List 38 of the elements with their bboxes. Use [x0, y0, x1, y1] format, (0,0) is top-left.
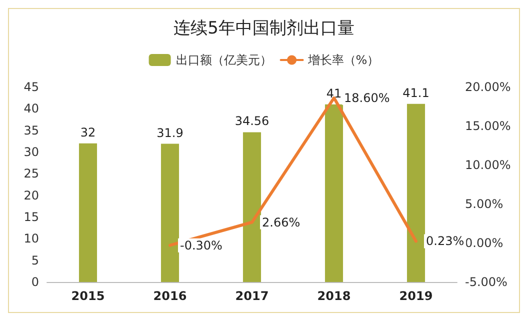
data-label: 32: [80, 125, 96, 140]
y-tick-label: 25: [24, 166, 39, 181]
x-tick-label: 2018: [317, 289, 351, 303]
bar: [160, 144, 180, 282]
y-tick-label: 15: [24, 210, 39, 224]
data-label: 0.23%: [426, 234, 464, 248]
y2-tick-label: 15.00%: [465, 119, 511, 133]
y2-tick-label: 20.00%: [465, 80, 511, 94]
data-label: 2.66%: [262, 215, 300, 230]
data-label: 34.56: [234, 114, 270, 128]
x-tick-label: 2019: [399, 289, 433, 303]
y-tick-label: 45: [24, 80, 39, 94]
bar: [78, 143, 98, 282]
y-tick-label: 0: [31, 275, 39, 289]
y-tick-label: 20: [24, 188, 39, 202]
data-label: 41.1: [402, 86, 430, 100]
y-tick-label: 40: [24, 102, 39, 116]
y-tick-label: 35: [24, 123, 39, 138]
data-label: 18.60%: [344, 90, 390, 105]
data-label: 31.9: [156, 126, 184, 140]
data-label: -0.30%: [180, 238, 222, 252]
y2-tick-label: 10.00%: [465, 158, 511, 172]
y2-tick-label: 0.00%: [465, 236, 504, 250]
y2-tick-label: -5.00%: [465, 275, 508, 289]
y2-tick-label: 5.00%: [465, 197, 504, 211]
bar: [406, 104, 426, 282]
bar: [324, 104, 344, 282]
data-label: 41: [326, 86, 342, 100]
chart-title: 连续5年中国制剂出口量: [174, 18, 354, 38]
bar: [242, 132, 262, 282]
y-tick-label: 30: [24, 145, 39, 159]
legend-label: 出口额（亿美元）: [176, 53, 272, 67]
x-tick-label: 2016: [153, 289, 187, 303]
x-tick-label: 2015: [71, 289, 105, 303]
legend-label: 增长率（%）: [306, 53, 380, 67]
x-tick-label: 2017: [235, 289, 269, 303]
y-tick-label: 5: [31, 253, 39, 268]
y-tick-label: 10: [24, 232, 39, 246]
